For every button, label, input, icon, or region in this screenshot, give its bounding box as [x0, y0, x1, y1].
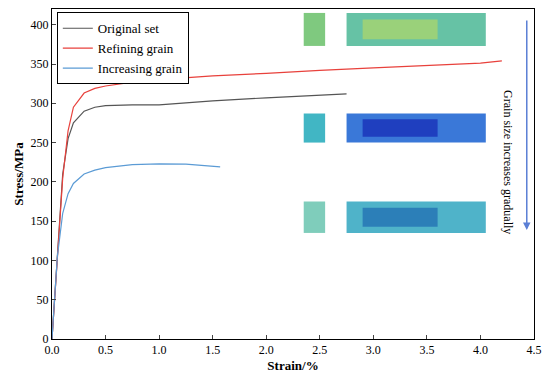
svg-text:1.5: 1.5	[205, 343, 220, 357]
svg-text:Grain size increases gradually: Grain size increases gradually	[501, 90, 515, 234]
svg-text:4.5: 4.5	[527, 343, 542, 357]
svg-text:2.0: 2.0	[259, 343, 274, 357]
svg-text:Stress/MPa: Stress/MPa	[11, 142, 26, 206]
svg-text:200: 200	[31, 175, 49, 189]
svg-text:400: 400	[31, 18, 49, 32]
svg-text:1.0: 1.0	[152, 343, 167, 357]
svg-text:100: 100	[31, 254, 49, 268]
svg-text:3.5: 3.5	[419, 343, 434, 357]
svg-text:150: 150	[31, 214, 49, 228]
svg-text:Original set: Original set	[98, 21, 159, 36]
svg-text:50: 50	[37, 293, 49, 307]
svg-text:0.5: 0.5	[98, 343, 113, 357]
svg-text:350: 350	[31, 57, 49, 71]
svg-text:2.5: 2.5	[312, 343, 327, 357]
svg-text:3.0: 3.0	[366, 343, 381, 357]
svg-text:Increasing grain: Increasing grain	[98, 61, 183, 76]
svg-text:Strain/%: Strain/%	[267, 358, 318, 373]
svg-text:Refining grain: Refining grain	[98, 41, 174, 56]
svg-text:0: 0	[43, 332, 49, 346]
svg-text:0.0: 0.0	[45, 343, 60, 357]
svg-text:4.0: 4.0	[473, 343, 488, 357]
svg-text:250: 250	[31, 136, 49, 150]
svg-text:300: 300	[31, 96, 49, 110]
